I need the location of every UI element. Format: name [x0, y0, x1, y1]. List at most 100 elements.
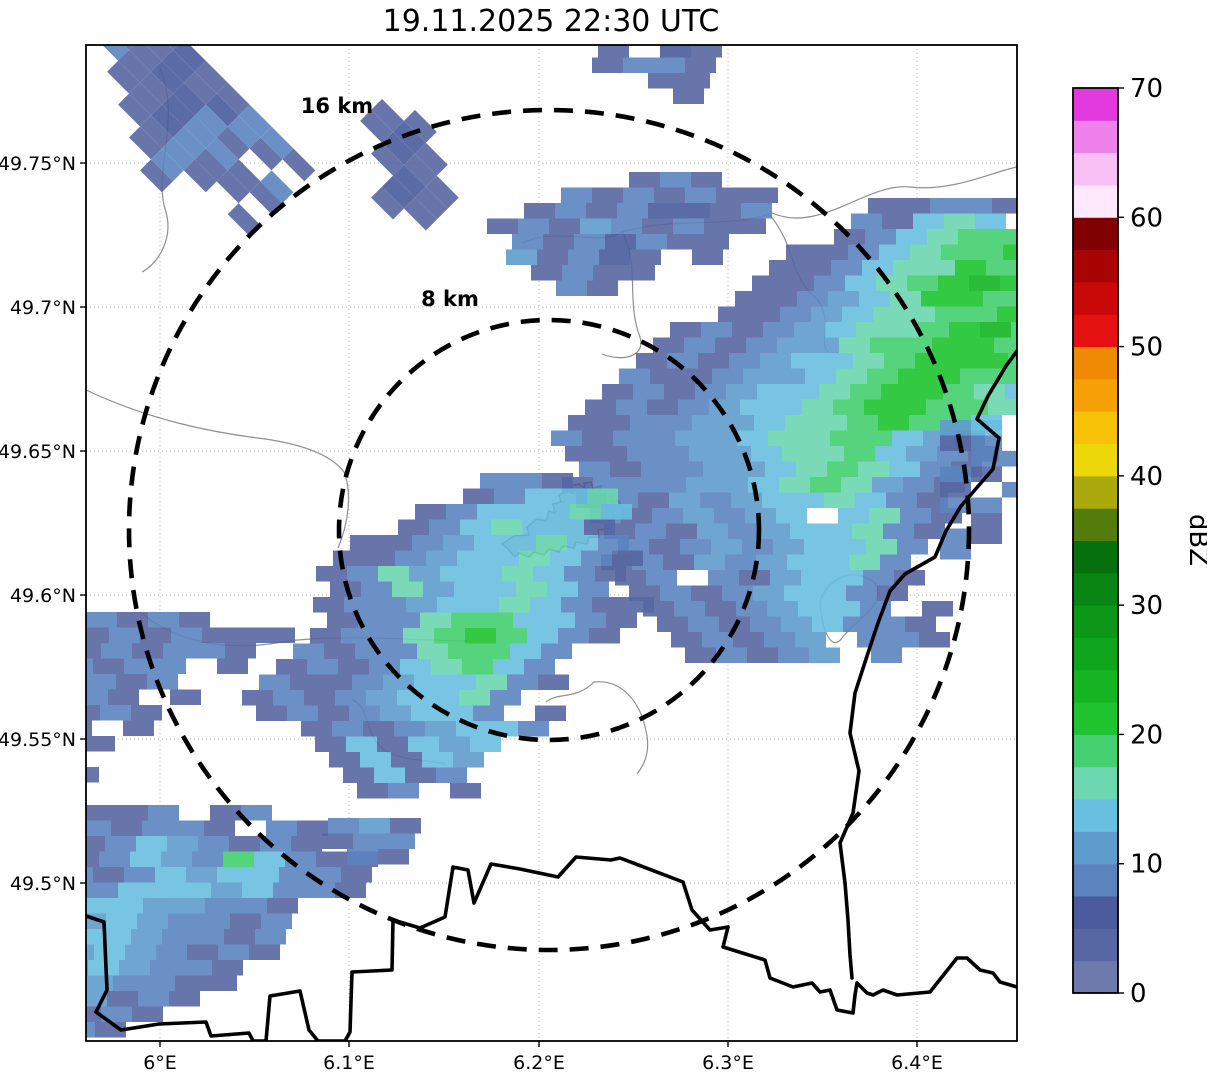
radar-cell [972, 244, 1003, 260]
radar-cell [505, 535, 536, 551]
radar-cell [726, 384, 757, 400]
radar-cell [457, 550, 488, 566]
radar-region-right-edge [940, 420, 1017, 560]
radar-cell [921, 291, 952, 307]
radar-cell [414, 142, 448, 176]
radar-cell [692, 415, 723, 431]
radar-cell [460, 519, 491, 535]
radar-cell [86, 944, 94, 960]
radar-cell [291, 836, 322, 852]
radar-cell [86, 689, 108, 705]
radar-cell [769, 260, 800, 276]
radar-cell [564, 566, 595, 582]
radar-cell [425, 175, 459, 209]
range-ring [336, 317, 762, 743]
radar-cell [101, 1006, 132, 1022]
radar-cell [708, 570, 739, 586]
radar-cell [119, 960, 150, 976]
radar-cell [194, 104, 228, 138]
radar-cell [45, 991, 76, 1007]
radar-cell [400, 659, 431, 675]
radar-cell [487, 218, 518, 234]
radar-cell [691, 45, 722, 58]
radar-cell [118, 6, 151, 39]
radar-cell [817, 244, 848, 260]
radar-cell [50, 898, 81, 914]
radar-cell [355, 643, 386, 659]
colorbar-segment [1073, 766, 1118, 800]
radar-cell [684, 337, 715, 353]
radar-cell [623, 597, 654, 613]
radar-cell [473, 705, 504, 721]
radar-cell [752, 275, 783, 291]
radar-cell [1002, 482, 1017, 498]
colorbar-segment [1073, 281, 1118, 315]
radar-cell [601, 504, 632, 520]
radar-cell [531, 265, 562, 281]
radar-cell [493, 659, 524, 675]
radar-cell [781, 616, 812, 632]
radar-cell [538, 674, 569, 690]
radar-cell [332, 721, 363, 737]
radar-cell [971, 528, 1002, 544]
radar-cell [971, 435, 1002, 451]
radar-cell [350, 535, 381, 551]
colorbar-segment [1073, 960, 1118, 994]
radar-cell [664, 384, 695, 400]
radar-cell [613, 430, 644, 446]
radar-cell [869, 508, 900, 524]
radar-cell [241, 805, 272, 821]
radar-cell [51, 976, 82, 992]
radar-cell [943, 384, 974, 400]
radar-cell [681, 368, 712, 384]
radar-cell [836, 368, 867, 384]
radar-cell [382, 175, 415, 209]
radar-cell [694, 554, 725, 570]
radar-cell [333, 550, 364, 566]
radar-cell [123, 720, 154, 736]
radar-cell [765, 461, 796, 477]
radar-cell [88, 960, 119, 976]
radar-cell [390, 818, 421, 834]
radar-cell [112, 898, 143, 914]
radar-cell [874, 616, 905, 632]
radar-cell [749, 306, 780, 322]
radar-cell [364, 550, 395, 566]
radar-cell [871, 647, 902, 663]
radar-cell [155, 867, 186, 883]
radar-cell [980, 322, 1011, 338]
radar-cell [113, 975, 144, 991]
radar-cell [732, 322, 763, 338]
radar-cell [762, 492, 793, 508]
radar-cell [773, 539, 804, 555]
range-ring [126, 107, 972, 953]
radar-cell [675, 430, 706, 446]
radar-cell [259, 674, 290, 690]
radar-cell [480, 473, 511, 489]
radar-cell [249, 944, 280, 960]
radar-cell [131, 705, 162, 721]
radar-cell [882, 213, 913, 229]
radar-cell [1017, 260, 1048, 276]
radar-cell [242, 690, 273, 706]
radar-cell [138, 991, 169, 1007]
radar-cell [670, 322, 701, 338]
radar-cell [507, 674, 538, 690]
radar-cell [465, 628, 496, 644]
radar-cell [568, 249, 599, 265]
radar-cell [797, 291, 828, 307]
radar-cell [763, 322, 794, 338]
radar-cell [539, 504, 570, 520]
radar-cell [679, 203, 710, 219]
radar-cell [315, 736, 346, 752]
radar-cell [556, 280, 587, 296]
radar-cell [918, 322, 949, 338]
radar-cell [585, 399, 616, 415]
radar-cell [673, 218, 704, 234]
radar-cell [321, 674, 352, 690]
radar-cell [198, 836, 229, 852]
radar-cell [313, 597, 344, 613]
radar-cell [654, 187, 685, 203]
radar-cell [623, 187, 654, 203]
radar-cell [86, 767, 99, 783]
